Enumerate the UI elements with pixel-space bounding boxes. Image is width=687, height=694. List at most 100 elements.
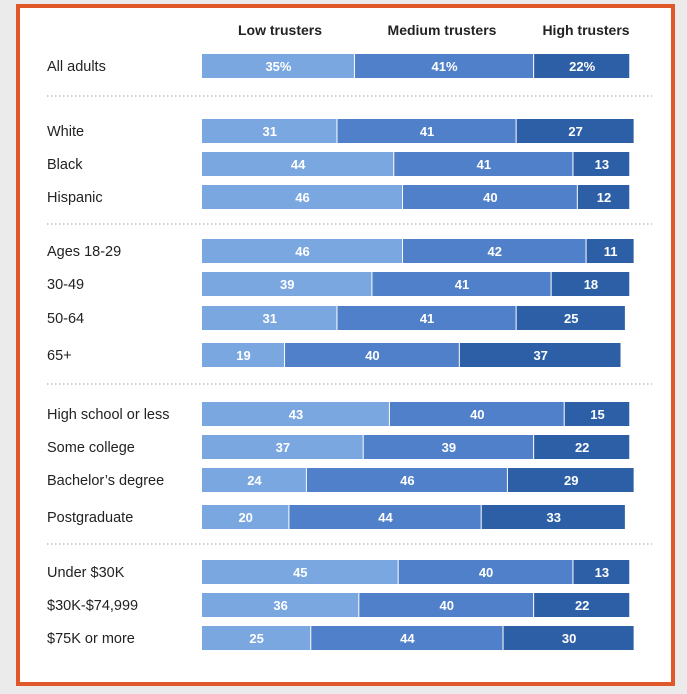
value-label-all-adults-series-3: 22%: [569, 59, 595, 74]
row-label-75k-or-more: $75K or more: [47, 631, 135, 647]
bar-under-30k-series-3: [573, 560, 630, 584]
value-label-postgraduate-series-3: 33: [547, 510, 561, 525]
value-label-high-school-or-less-series-1: 43: [289, 407, 303, 422]
value-label-bachelor-s-degree-series-2: 46: [400, 473, 414, 488]
value-label-30-49-series-1: 39: [280, 277, 294, 292]
bar-white-series-3: [516, 119, 634, 143]
bar-50-64-series-3: [516, 306, 625, 330]
value-label-bachelor-s-degree-series-3: 29: [564, 473, 578, 488]
bar-bachelor-s-degree-series-2: [306, 468, 507, 492]
row-label-ages-18-29: Ages 18-29: [47, 244, 121, 260]
bar-white-series-2: [337, 119, 516, 143]
bar-black-series-3: [573, 152, 630, 176]
bar-some-college-series-1: [202, 435, 363, 459]
row-label-black: Black: [47, 157, 83, 173]
legend-label-2: Medium trusters: [388, 22, 497, 38]
bar-30-49-series-3: [551, 272, 630, 296]
value-label-75k-or-more-series-2: 44: [400, 631, 415, 646]
bar-ages-18-29-series-3: [586, 239, 634, 263]
row-label-under-30k: Under $30K: [47, 565, 125, 581]
bar-some-college-series-3: [534, 435, 630, 459]
value-label-some-college-series-2: 39: [442, 440, 456, 455]
value-label-75k-or-more-series-3: 30: [562, 631, 576, 646]
row-label-high-school-or-less: High school or less: [47, 407, 170, 423]
bar-postgraduate-series-3: [481, 505, 625, 529]
row-label-some-college: Some college: [47, 440, 135, 456]
bar-bachelor-s-degree-series-3: [507, 468, 634, 492]
value-label-50-64-series-3: 25: [564, 311, 578, 326]
bar-hispanic-series-3: [577, 185, 630, 209]
value-label-ages-18-29-series-3: 11: [604, 244, 618, 259]
value-label-all-adults-series-2: 41%: [432, 59, 458, 74]
row-label-65: 65+: [47, 348, 72, 364]
value-label-50-64-series-2: 41: [420, 311, 434, 326]
row-label-white: White: [47, 124, 84, 140]
bar-bachelor-s-degree-series-1: [202, 468, 306, 492]
value-label-white-series-2: 41: [420, 124, 434, 139]
value-label-postgraduate-series-1: 20: [238, 510, 252, 525]
value-label-some-college-series-1: 37: [276, 440, 290, 455]
value-label-ages-18-29-series-1: 46: [295, 244, 309, 259]
value-label-high-school-or-less-series-3: 15: [590, 407, 604, 422]
bar-some-college-series-2: [363, 435, 534, 459]
bar-30k-74-999-series-2: [359, 593, 534, 617]
value-label-black-series-1: 44: [291, 157, 306, 172]
row-label-postgraduate: Postgraduate: [47, 510, 133, 526]
bar-65-series-3: [459, 343, 621, 367]
value-label-30-49-series-2: 41: [455, 277, 469, 292]
value-label-under-30k-series-3: 13: [595, 565, 609, 580]
bar-postgraduate-series-1: [202, 505, 289, 529]
value-label-30k-74-999-series-2: 40: [439, 598, 453, 613]
bar-white-series-1: [202, 119, 337, 143]
row-label-30-49: 30-49: [47, 277, 84, 293]
value-label-all-adults-series-1: 35%: [265, 59, 291, 74]
value-label-30-49-series-3: 18: [584, 277, 598, 292]
bar-high-school-or-less-series-2: [389, 402, 564, 426]
value-label-black-series-3: 13: [595, 157, 609, 172]
bar-hispanic-series-1: [202, 185, 403, 209]
bar-all-adults-series-2: [354, 54, 534, 78]
bar-ages-18-29-series-2: [403, 239, 586, 263]
bar-50-64-series-2: [337, 306, 516, 330]
value-label-under-30k-series-2: 40: [479, 565, 493, 580]
value-label-hispanic-series-1: 46: [295, 190, 309, 205]
value-label-high-school-or-less-series-2: 40: [470, 407, 484, 422]
bar-75k-or-more-series-3: [503, 626, 634, 650]
row-label-all-adults: All adults: [47, 59, 106, 75]
bar-65-series-2: [285, 343, 459, 367]
bar-75k-or-more-series-1: [202, 626, 311, 650]
bar-50-64-series-1: [202, 306, 337, 330]
bar-high-school-or-less-series-1: [202, 402, 389, 426]
bar-30-49-series-1: [202, 272, 372, 296]
bar-hispanic-series-2: [403, 185, 577, 209]
bar-all-adults-series-3: [534, 54, 630, 78]
legend-label-1: Low trusters: [238, 22, 322, 38]
row-label-bachelor-s-degree: Bachelor’s degree: [47, 473, 164, 489]
value-label-white-series-1: 31: [263, 124, 277, 139]
value-label-75k-or-more-series-1: 25: [249, 631, 263, 646]
value-label-50-64-series-1: 31: [263, 311, 277, 326]
bar-30k-74-999-series-3: [534, 593, 630, 617]
bar-high-school-or-less-series-3: [564, 402, 630, 426]
value-label-30k-74-999-series-3: 22: [575, 598, 589, 613]
value-label-30k-74-999-series-1: 36: [273, 598, 287, 613]
value-label-bachelor-s-degree-series-1: 24: [247, 473, 262, 488]
bar-ages-18-29-series-1: [202, 239, 403, 263]
value-label-65-series-2: 40: [365, 348, 379, 363]
bar-30-49-series-2: [372, 272, 551, 296]
bar-black-series-1: [202, 152, 394, 176]
value-label-ages-18-29-series-2: 42: [488, 244, 502, 259]
bar-all-adults-series-1: [202, 54, 354, 78]
value-label-some-college-series-3: 22: [575, 440, 589, 455]
value-label-postgraduate-series-2: 44: [378, 510, 393, 525]
bar-30k-74-999-series-1: [202, 593, 359, 617]
value-label-65-series-3: 37: [533, 348, 547, 363]
row-label-50-64: 50-64: [47, 311, 84, 327]
bar-75k-or-more-series-2: [311, 626, 503, 650]
row-label-30k-74-999: $30K-$74,999: [47, 598, 138, 614]
value-label-hispanic-series-2: 40: [483, 190, 497, 205]
bar-65-series-1: [202, 343, 285, 367]
value-label-black-series-2: 41: [477, 157, 491, 172]
row-label-hispanic: Hispanic: [47, 190, 103, 206]
